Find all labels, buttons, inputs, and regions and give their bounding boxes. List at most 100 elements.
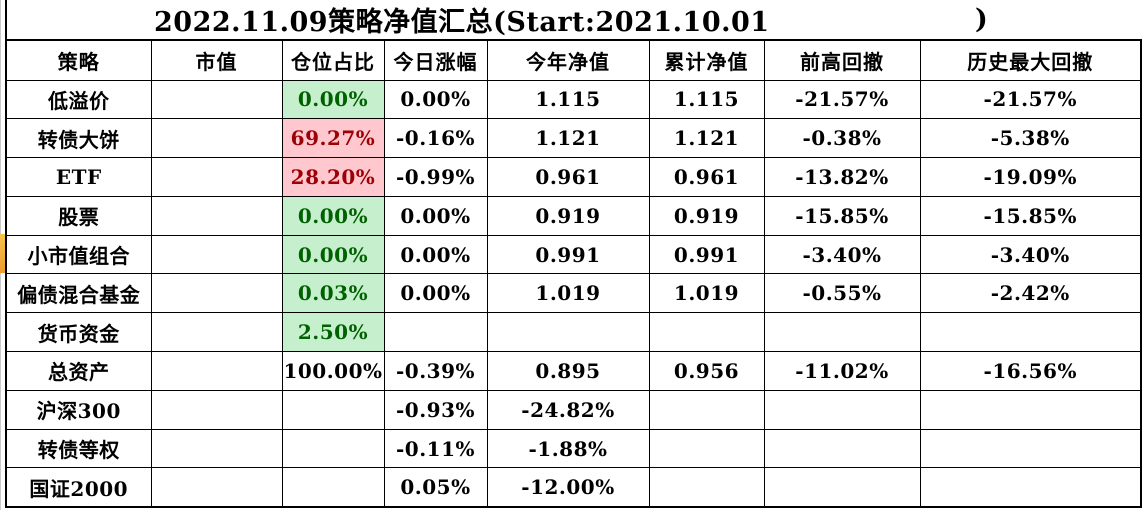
cell-r11c4[interactable]: 0.05% (383, 467, 488, 508)
cell-r9c4[interactable]: -0.93% (383, 389, 488, 430)
cell-r4c6[interactable]: 0.919 (648, 195, 765, 236)
cell-r1c4[interactable]: 0.00% (383, 79, 488, 120)
cell-r8c6[interactable]: 0.956 (648, 351, 765, 391)
cell-r10c2[interactable] (150, 428, 283, 469)
cell-r8c5[interactable]: 0.895 (486, 351, 650, 391)
cell-r7c5[interactable] (486, 312, 650, 353)
cell-r4c4[interactable]: 0.00% (383, 195, 488, 236)
cell-r1c8[interactable]: -21.57% (919, 79, 1142, 120)
cell-r6c6[interactable]: 1.019 (648, 273, 765, 314)
cell-r4c3[interactable]: 0.00% (281, 195, 385, 236)
cell-r5c4[interactable]: 0.00% (383, 234, 488, 275)
cell-r6c8[interactable]: -2.42% (919, 273, 1142, 314)
cell-r5c6[interactable]: 0.991 (648, 234, 765, 275)
cell-r11c7[interactable] (763, 467, 921, 508)
cell-r5c8[interactable]: -3.40% (919, 234, 1142, 275)
header-drawdown-from-high[interactable]: 前高回撤 (763, 39, 921, 81)
cell-r6c3[interactable]: 0.03% (281, 273, 385, 314)
cell-r9c2[interactable] (150, 389, 283, 430)
cell-r8c2[interactable] (150, 351, 283, 391)
table-row: 小市值组合 0.00% 0.00% 0.991 0.991 -3.40% -3.40% (5, 234, 1142, 275)
header-max-historical-drawdown[interactable]: 历史最大回撤 (919, 39, 1142, 81)
cell-r10c5[interactable]: -1.88% (486, 428, 650, 469)
cell-r8c7[interactable]: -11.02% (763, 351, 921, 391)
page-title: 2022.11.09策略净值汇总(Start:2021.10.01 (154, 7, 770, 38)
cell-r2c5[interactable]: 1.121 (486, 118, 650, 159)
cell-r10c7[interactable] (763, 428, 921, 469)
cell-r3c8[interactable]: -19.09% (919, 157, 1142, 197)
cell-r2c1[interactable]: 转债大饼 (5, 118, 152, 159)
cell-r11c6[interactable] (648, 467, 765, 508)
cell-r6c1[interactable]: 偏债混合基金 (5, 273, 152, 314)
cell-r11c2[interactable] (150, 467, 283, 508)
cell-r4c5[interactable]: 0.919 (486, 195, 650, 236)
cell-r9c3[interactable] (281, 389, 385, 430)
cell-r9c7[interactable] (763, 389, 921, 430)
header-cumulative-nav[interactable]: 累计净值 (648, 39, 765, 81)
cell-r10c1[interactable]: 转债等权 (5, 428, 152, 469)
cell-r10c8[interactable] (919, 428, 1142, 469)
cell-r9c6[interactable] (648, 389, 765, 430)
cell-r6c7[interactable]: -0.55% (763, 273, 921, 314)
cell-r4c8[interactable]: -15.85% (919, 195, 1142, 236)
cell-r9c8[interactable] (919, 389, 1142, 430)
cell-r3c2[interactable] (150, 157, 283, 197)
cell-r8c4[interactable]: -0.39% (383, 351, 488, 391)
header-today-change[interactable]: 今日涨幅 (383, 39, 488, 81)
cell-r1c3[interactable]: 0.00% (281, 79, 385, 120)
cell-r2c3[interactable]: 69.27% (281, 118, 385, 159)
cell-r7c7[interactable] (763, 312, 921, 353)
cell-r8c1[interactable]: 总资产 (5, 351, 152, 391)
cell-r5c1[interactable]: 小市值组合 (5, 234, 152, 275)
cell-r3c5[interactable]: 0.961 (486, 157, 650, 197)
title-row[interactable]: 2022.11.09策略净值汇总(Start:2021.10.01 ) (5, 0, 1142, 39)
cell-r2c6[interactable]: 1.121 (648, 118, 765, 159)
cell-r3c1[interactable]: ETF (5, 157, 152, 197)
cell-r3c7[interactable]: -13.82% (763, 157, 921, 197)
table-row: 总资产 100.00% -0.39% 0.895 0.956 -11.02% -16.56% (5, 351, 1142, 391)
cell-r3c4[interactable]: -0.99% (383, 157, 488, 197)
cell-r11c3[interactable] (281, 467, 385, 508)
cell-r10c4[interactable]: -0.11% (383, 428, 488, 469)
cell-r1c6[interactable]: 1.115 (648, 79, 765, 120)
cell-r2c2[interactable] (150, 118, 283, 159)
cell-r5c2[interactable] (150, 234, 283, 275)
header-position-pct[interactable]: 仓位占比 (281, 39, 385, 81)
cell-r6c4[interactable]: 0.00% (383, 273, 488, 314)
cell-r7c8[interactable] (919, 312, 1142, 353)
cell-r5c5[interactable]: 0.991 (486, 234, 650, 275)
cell-r5c3[interactable]: 0.00% (281, 234, 385, 275)
header-strategy[interactable]: 策略 (5, 39, 152, 81)
cell-r4c7[interactable]: -15.85% (763, 195, 921, 236)
header-market-value[interactable]: 市值 (150, 39, 283, 81)
cell-r2c7[interactable]: -0.38% (763, 118, 921, 159)
cell-r10c3[interactable] (281, 428, 385, 469)
cell-r11c8[interactable] (919, 467, 1142, 508)
cell-r1c5[interactable]: 1.115 (486, 79, 650, 120)
cell-r11c5[interactable]: -12.00% (486, 467, 650, 508)
cell-r4c2[interactable] (150, 195, 283, 236)
cell-r2c8[interactable]: -5.38% (919, 118, 1142, 159)
cell-r9c1[interactable]: 沪深300 (5, 389, 152, 430)
cell-r7c4[interactable] (383, 312, 488, 353)
cell-r6c5[interactable]: 1.019 (486, 273, 650, 314)
cell-r1c2[interactable] (150, 79, 283, 120)
cell-r10c6[interactable] (648, 428, 765, 469)
cell-r1c1[interactable]: 低溢价 (5, 79, 152, 120)
cell-r3c3[interactable]: 28.20% (281, 157, 385, 197)
cell-r9c5[interactable]: -24.82% (486, 389, 650, 430)
cell-r7c2[interactable] (150, 312, 283, 353)
cell-r4c1[interactable]: 股票 (5, 195, 152, 236)
cell-r7c1[interactable]: 货币资金 (5, 312, 152, 353)
cell-r2c4[interactable]: -0.16% (383, 118, 488, 159)
cell-r1c7[interactable]: -21.57% (763, 79, 921, 120)
header-ytd-nav[interactable]: 今年净值 (486, 39, 650, 81)
cell-r5c7[interactable]: -3.40% (763, 234, 921, 275)
cell-r6c2[interactable] (150, 273, 283, 314)
cell-r8c3[interactable]: 100.00% (281, 351, 385, 391)
cell-r7c6[interactable] (648, 312, 765, 353)
cell-r8c8[interactable]: -16.56% (919, 351, 1142, 391)
cell-r7c3[interactable]: 2.50% (281, 312, 385, 353)
cell-r3c6[interactable]: 0.961 (648, 157, 765, 197)
cell-r11c1[interactable]: 国证2000 (5, 467, 152, 508)
